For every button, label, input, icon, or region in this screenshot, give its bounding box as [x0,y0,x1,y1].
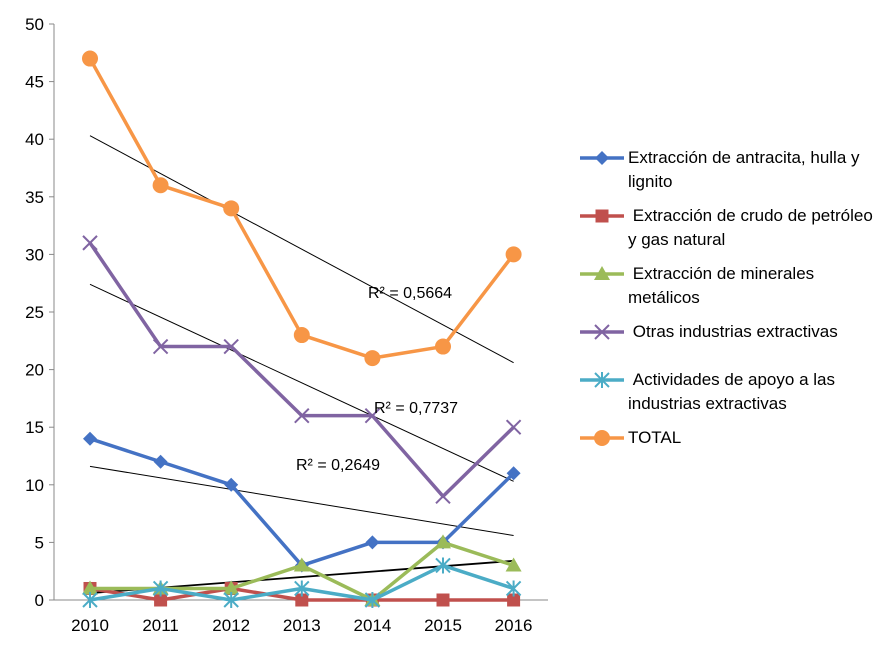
data-point [83,431,97,446]
x-tick-label: 2016 [495,616,533,635]
data-point [435,338,451,355]
series-4 [82,557,522,608]
data-point [436,593,450,607]
legend-item: Extracción de crudo de petróleo y gas na… [580,204,880,252]
legend-swatch [580,151,624,165]
data-point [223,200,240,217]
data-point [365,535,380,550]
data-point [293,557,310,572]
legend-label: TOTAL [628,428,682,447]
data-point [364,592,381,608]
legend-item: TOTAL [580,426,880,450]
data-point [435,488,451,505]
data-point [505,419,522,435]
legend-swatch [580,324,624,340]
data-point [294,407,310,424]
data-point [82,592,98,608]
data-point [595,151,609,165]
data-point [224,477,239,492]
x-tick-label: 2015 [424,616,462,635]
y-tick-label: 15 [25,418,44,437]
series-3 [82,235,522,505]
legend-swatch [580,430,624,446]
data-point [595,209,609,223]
x-tick-label: 2013 [283,616,321,635]
legend-swatch [580,209,624,223]
data-point [154,593,168,607]
r2-label: R² = 0,7737 [374,400,458,417]
series-line [88,57,515,360]
data-point [223,580,240,595]
data-point [594,430,610,446]
data-point [152,177,169,194]
y-tick-label: 35 [25,188,44,207]
data-point [294,580,310,597]
y-tick-label: 45 [25,73,44,92]
data-point [594,266,610,280]
trendlines [89,135,514,594]
data-point [82,235,98,251]
y-tick-label: 0 [35,591,44,610]
data-point [594,372,610,388]
data-point [594,324,610,340]
legend-label: Extracción de antracita, hulla y lignito [628,148,865,191]
legend-item: Extracción de antracita, hulla y lignito [580,146,880,194]
data-point [506,466,521,481]
data-point [223,592,239,608]
x-tick-label: 2014 [353,616,391,635]
y-tick-label: 40 [25,130,44,149]
y-tick-label: 50 [25,15,44,34]
x-tick-label: 2012 [212,616,250,635]
series-group [82,50,522,608]
legend-label: Actividades de apoyo a las industrias ex… [628,370,840,413]
x-tick-labels: 2010 2011 2012 2013 2014 2015 2016 [71,616,532,635]
data-point [82,50,98,67]
x-tick-label: 2011 [142,616,179,635]
data-point [293,327,310,344]
r2-label: R² = 0,2649 [296,457,380,474]
trendline [89,465,514,536]
data-point [295,593,309,607]
data-point [505,246,522,263]
data-point [364,350,381,367]
data-point [505,580,522,597]
x-tick-label: 2010 [71,616,109,635]
data-point [223,338,239,355]
y-tick-label: 5 [35,533,44,552]
legend-swatch [580,372,624,388]
y-tick-label: 30 [25,245,44,264]
y-tick-label: 20 [25,361,44,380]
data-point [82,580,98,595]
y-tick-label: 25 [25,303,44,322]
legend-label: Otras industrias extractivas [628,322,838,341]
data-point [435,557,451,574]
data-point [507,593,521,607]
y-tick-label: 10 [25,476,44,495]
legend-swatch [580,266,624,280]
axes [49,23,548,605]
legend-item: Otras industrias extractivas [580,320,880,344]
r2-label: R² = 0,5664 [368,285,452,302]
data-point [152,580,169,597]
trendline [89,135,514,364]
data-point [435,534,451,549]
legend-item: Actividades de apoyo a las industrias ex… [580,368,880,416]
y-tick-labels: 0 5 10 15 20 25 30 35 40 45 50 [25,15,44,610]
data-point [505,557,522,572]
legend-item: Extracción de minerales metálicos [580,262,880,310]
legend-label: Extracción de minerales metálicos [628,264,819,307]
r2-labels: R² = 0,5664 R² = 0,7737 R² = 0,2649 [296,285,458,474]
series-0 [83,431,521,573]
legend: Extracción de antracita, hulla y lignito… [580,146,880,450]
data-point [152,338,169,355]
data-point [364,407,381,424]
legend-label: Extracción de crudo de petróleo y gas na… [628,206,878,249]
series-5 [82,50,522,367]
data-point [153,454,168,469]
trendline [89,283,514,482]
